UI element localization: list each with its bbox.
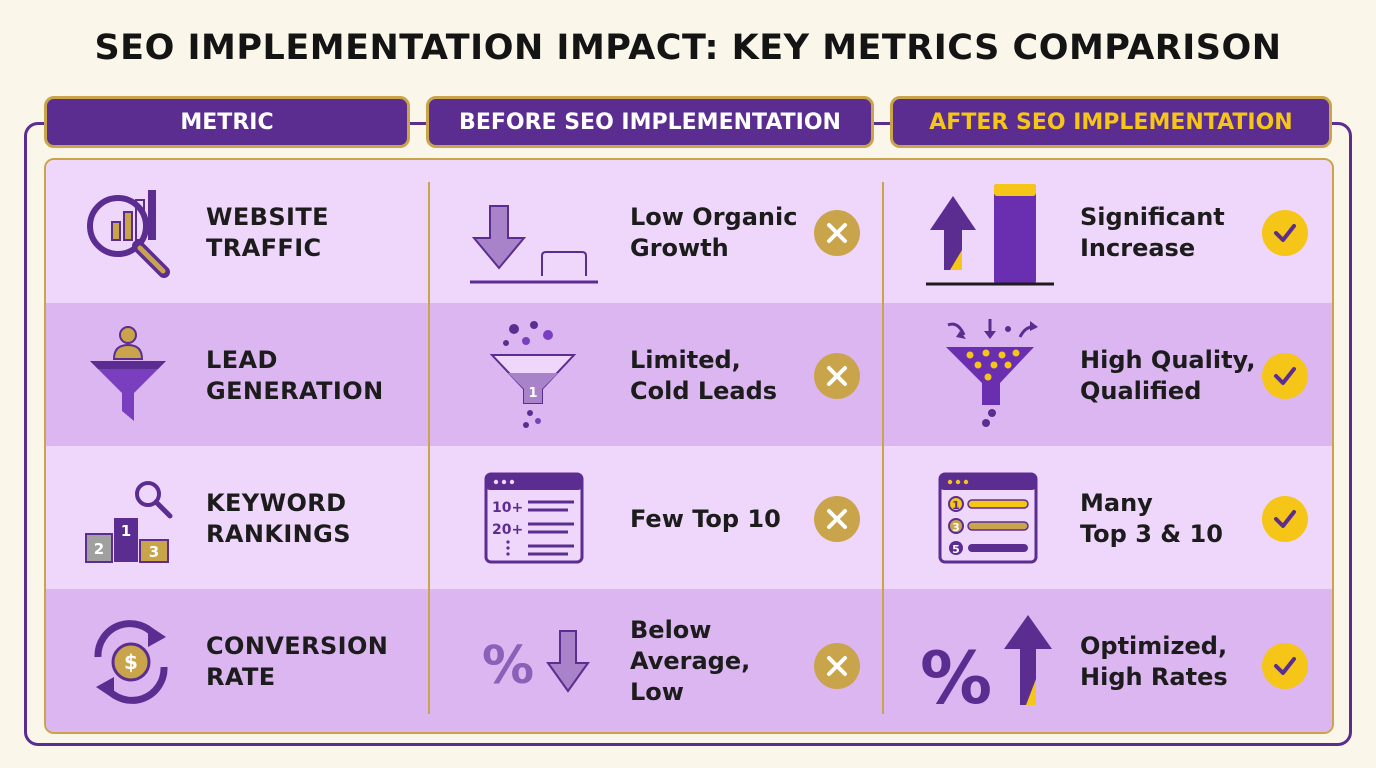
svg-text:2: 2 bbox=[94, 540, 104, 558]
svg-text:3: 3 bbox=[149, 543, 159, 561]
traffic-magnifier-chart-icon bbox=[84, 186, 174, 284]
metric-label: LEAD GENERATION bbox=[206, 346, 384, 405]
svg-text:%: % bbox=[482, 636, 534, 696]
svg-text:$: $ bbox=[124, 650, 138, 674]
up-arrow-tall-bar-icon bbox=[922, 180, 1058, 292]
metric-label: WEBSITE TRAFFIC bbox=[206, 203, 329, 262]
column-divider bbox=[882, 182, 884, 714]
funnel-one-icon: 1 bbox=[489, 319, 580, 435]
svg-text:1: 1 bbox=[121, 522, 131, 540]
percent-up-icon: % bbox=[920, 609, 1060, 720]
header-metric: METRIC bbox=[44, 96, 410, 148]
svg-text:3: 3 bbox=[952, 521, 960, 534]
before-label: Below Average, Low bbox=[630, 616, 751, 706]
down-arrow-flat-icon bbox=[468, 198, 600, 292]
column-divider bbox=[428, 182, 430, 714]
metric-label: KEYWORD RANKINGS bbox=[206, 489, 351, 548]
page-title: SEO IMPLEMENTATION IMPACT: KEY METRICS C… bbox=[94, 28, 1282, 68]
x-icon bbox=[814, 643, 860, 689]
x-icon bbox=[814, 210, 860, 256]
top-rank-window-icon: 1 3 5 bbox=[938, 472, 1038, 570]
check-icon bbox=[1262, 210, 1308, 256]
before-label: Low Organic Growth bbox=[630, 203, 798, 262]
person-funnel-icon bbox=[86, 325, 176, 429]
svg-text:5: 5 bbox=[952, 543, 960, 556]
funnel-filled-icon bbox=[942, 317, 1042, 437]
before-label: Few Top 10 bbox=[630, 505, 781, 533]
check-icon bbox=[1262, 643, 1308, 689]
after-label: High Quality, Qualified bbox=[1080, 346, 1256, 405]
x-icon bbox=[814, 496, 860, 542]
svg-text:%: % bbox=[920, 636, 992, 709]
svg-text:10+: 10+ bbox=[492, 500, 523, 516]
x-icon bbox=[814, 353, 860, 399]
podium-search-icon: 1 2 3 bbox=[82, 476, 178, 570]
before-label: Limited, Cold Leads bbox=[630, 346, 778, 405]
table-row: WEBSITE TRAFFIC Low Organic Growth Signi… bbox=[46, 160, 1332, 303]
table-row: 1 2 3 KEYWORD RANKINGS 10+ 20+ bbox=[46, 446, 1332, 589]
after-label: Optimized, High Rates bbox=[1080, 632, 1228, 691]
svg-text:1: 1 bbox=[952, 499, 960, 512]
header-before: BEFORE SEO IMPLEMENTATION bbox=[426, 96, 874, 148]
table-row: $ CONVERSION RATE % Below Average, Low %… bbox=[46, 589, 1332, 732]
check-icon bbox=[1262, 353, 1308, 399]
after-label: Significant Increase bbox=[1080, 203, 1225, 262]
table-row: LEAD GENERATION 1 Limited, Cold Leads bbox=[46, 303, 1332, 446]
metric-label: CONVERSION RATE bbox=[206, 632, 389, 691]
ranking-list-window-icon: 10+ 20+ bbox=[484, 472, 584, 570]
svg-text:1: 1 bbox=[528, 386, 537, 401]
dollar-cycle-icon: $ bbox=[86, 617, 176, 711]
svg-text:20+: 20+ bbox=[492, 522, 523, 538]
check-icon bbox=[1262, 496, 1308, 542]
comparison-table: WEBSITE TRAFFIC Low Organic Growth Signi… bbox=[44, 158, 1334, 734]
header-after: AFTER SEO IMPLEMENTATION bbox=[890, 96, 1332, 148]
percent-down-icon: % bbox=[480, 627, 590, 701]
after-label: Many Top 3 & 10 bbox=[1080, 489, 1223, 548]
